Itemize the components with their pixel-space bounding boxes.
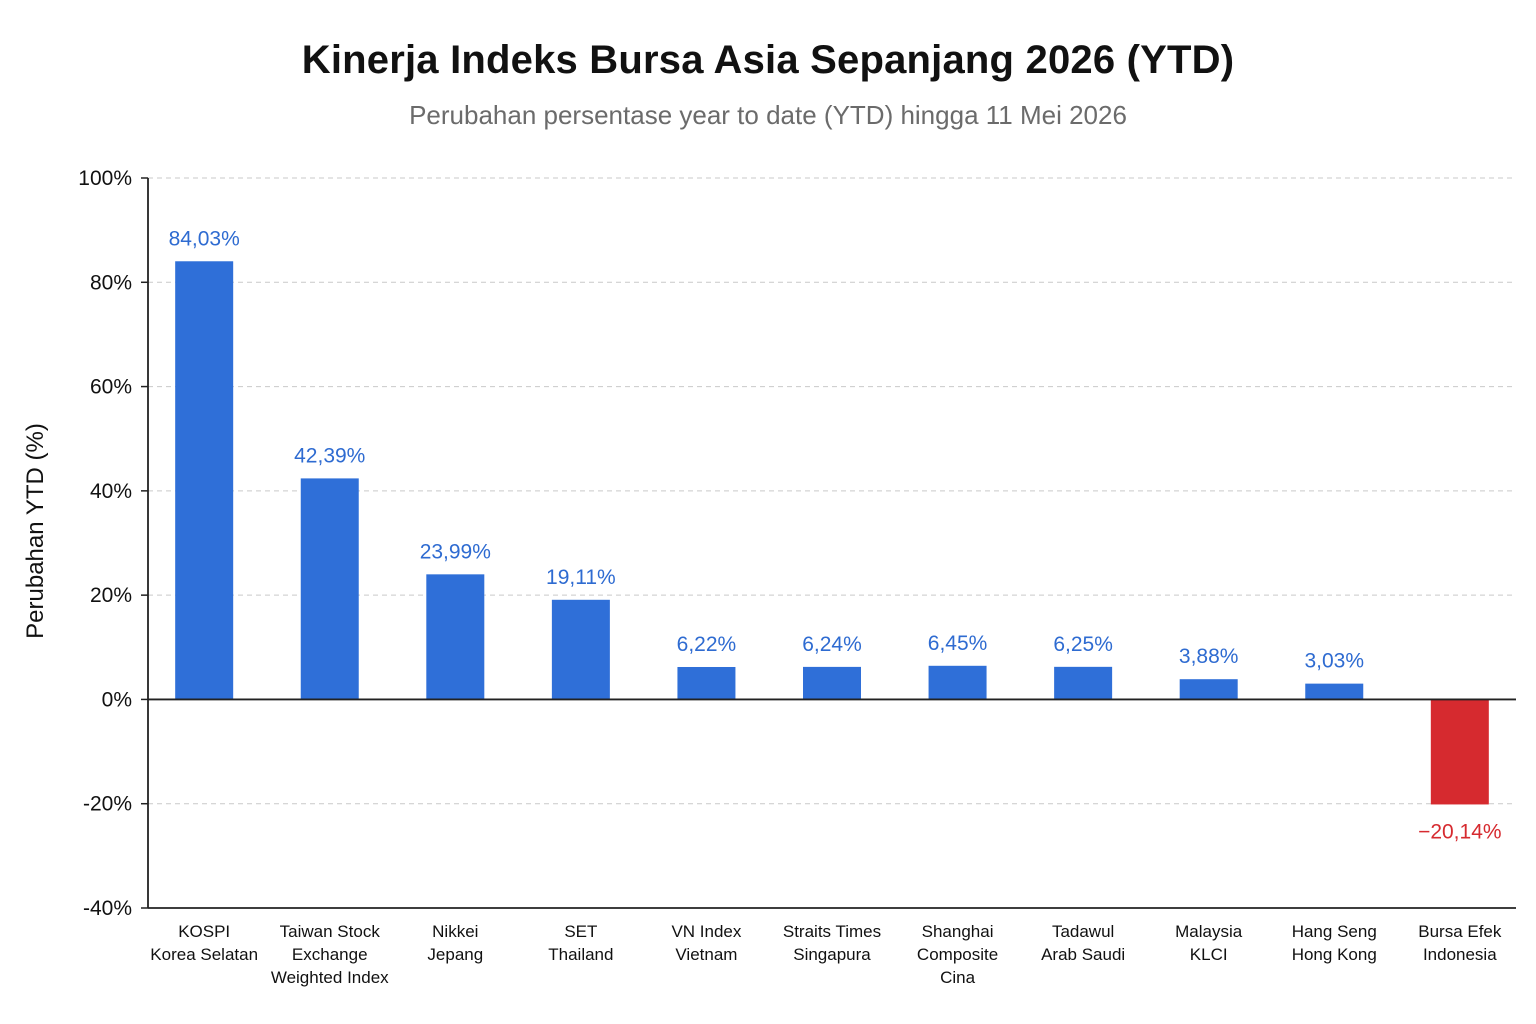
- y-tick-label: 40%: [90, 480, 132, 503]
- x-tick-label: Taiwan Stock: [280, 922, 381, 941]
- x-tick-label: Singapura: [793, 945, 871, 964]
- x-tick-label: VN Index: [671, 922, 741, 941]
- y-axis-label: Perubahan YTD (%): [22, 423, 49, 639]
- y-tick-label: 60%: [90, 376, 132, 399]
- bar: [1430, 699, 1489, 805]
- bar: [551, 599, 610, 700]
- x-tick-label: Arab Saudi: [1041, 945, 1125, 964]
- y-tick-label: 100%: [78, 167, 132, 190]
- bar: [1179, 679, 1238, 700]
- x-tick-label: Indonesia: [1423, 945, 1497, 964]
- x-tick-label: KLCI: [1190, 945, 1228, 964]
- x-tick-label: Tadawul: [1052, 922, 1114, 941]
- labels: 100% 80% 60% 40% 20% 0% -20% -40% 84,03% KOSPI Kor…: [78, 167, 1502, 987]
- x-tick-label: Cina: [940, 968, 976, 987]
- data-label: 3,88%: [1179, 645, 1239, 668]
- y-tick-label: -40%: [83, 897, 132, 920]
- y-tick-label: -20%: [83, 793, 132, 816]
- data-label: 6,24%: [802, 633, 862, 656]
- data-label: 6,45%: [928, 632, 988, 655]
- y-tick-label: 0%: [102, 688, 132, 711]
- x-tick-label: Bursa Efek: [1418, 922, 1502, 941]
- data-label: −20,14%: [1418, 820, 1502, 843]
- bars: [175, 261, 1489, 805]
- x-tick-label: KOSPI: [178, 922, 230, 941]
- data-label: 3,03%: [1304, 650, 1364, 673]
- x-tick-label: Hong Kong: [1292, 945, 1377, 964]
- y-tick-label: 20%: [90, 584, 132, 607]
- x-tick-label: Jepang: [427, 945, 483, 964]
- x-tick-label: Korea Selatan: [150, 945, 258, 964]
- bar: [426, 574, 485, 700]
- x-tick-label: Weighted Index: [271, 968, 389, 987]
- x-tick-label: Exchange: [292, 945, 368, 964]
- bar: [803, 666, 861, 700]
- bar: [300, 478, 359, 700]
- chart-title: Kinerja Indeks Bursa Asia Sepanjang 2026…: [301, 38, 1235, 82]
- x-tick-label: Composite: [917, 945, 998, 964]
- data-label: 6,25%: [1053, 633, 1113, 656]
- data-label: 84,03%: [169, 227, 240, 250]
- bar: [928, 665, 987, 700]
- data-label: 42,39%: [294, 444, 365, 467]
- x-tick-label: Hang Seng: [1292, 922, 1377, 941]
- y-tick-label: 80%: [90, 271, 132, 294]
- bar: [175, 261, 234, 700]
- bar: [1054, 666, 1113, 700]
- axes: [141, 177, 1516, 909]
- x-tick-label: SET: [564, 922, 597, 941]
- bar: [1305, 683, 1364, 700]
- data-label: 19,11%: [546, 566, 616, 589]
- x-tick-label: Vietnam: [675, 945, 737, 964]
- x-tick-label: Straits Times: [783, 922, 881, 941]
- bar: [677, 666, 736, 700]
- data-label: 6,22%: [677, 633, 737, 656]
- data-label: 23,99%: [420, 540, 491, 563]
- chart-subtitle: Perubahan persentase year to date (YTD) …: [409, 100, 1127, 130]
- x-tick-label: Shanghai: [922, 922, 994, 941]
- x-tick-label: Nikkei: [432, 922, 478, 941]
- x-tick-label: Malaysia: [1175, 922, 1243, 941]
- x-tick-label: Thailand: [548, 945, 613, 964]
